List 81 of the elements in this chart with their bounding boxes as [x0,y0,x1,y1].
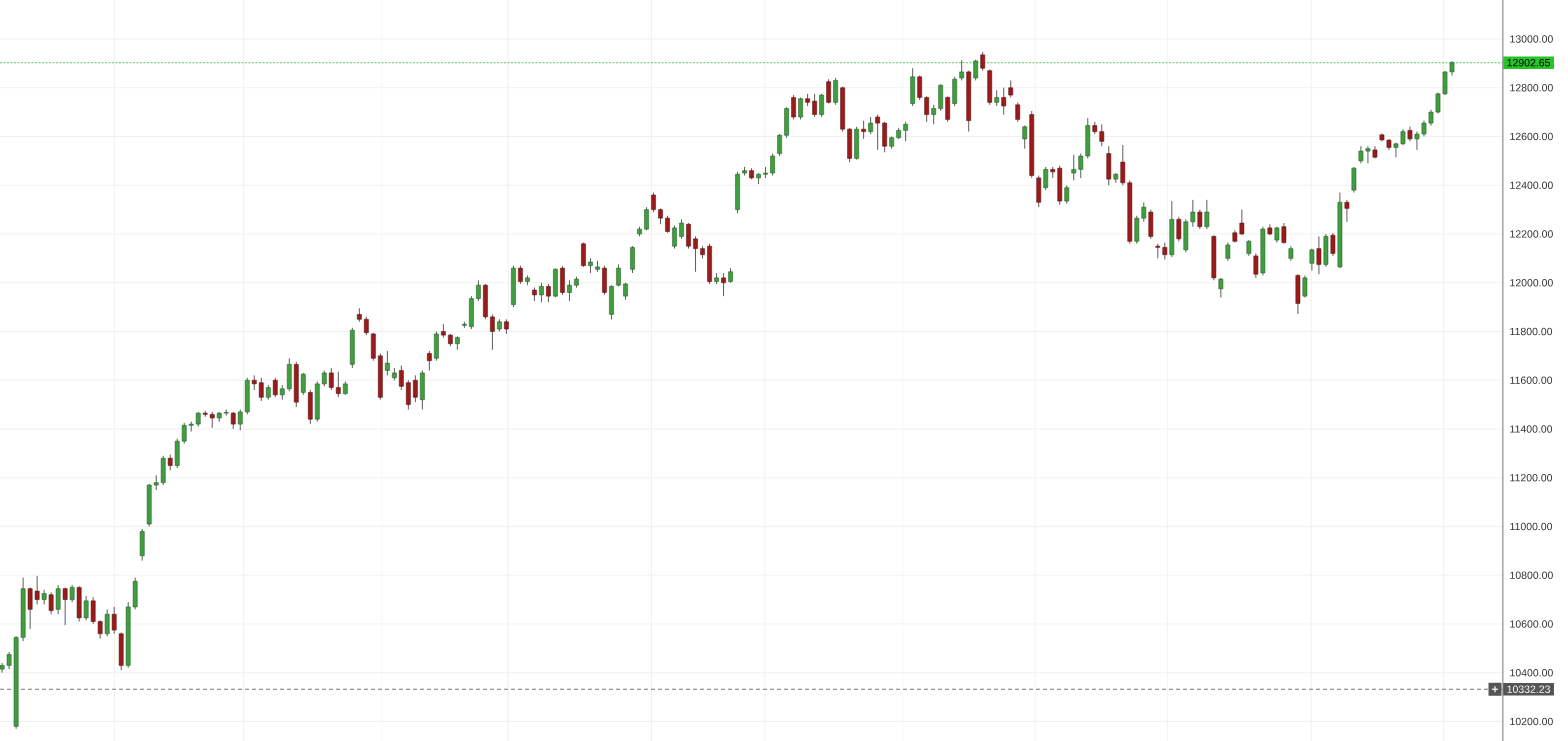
candlestick [651,192,656,213]
candlestick [104,608,110,637]
candlestick [791,94,796,120]
y-tick-label: 13000.00 [1510,35,1553,43]
candlestick [476,279,481,302]
y-tick-label: 10400.00 [1510,669,1553,677]
candlestick [1001,87,1007,115]
candlestick [518,265,523,285]
y-tick-label: 12800.00 [1510,84,1553,92]
candlestick [427,350,432,371]
y-tick-label: 11400.00 [1510,425,1553,433]
candlestick [413,374,418,403]
candlestick [686,222,691,250]
y-tick-label: 11000.00 [1510,522,1553,531]
candlestick [1225,242,1231,262]
candlestick [917,75,923,101]
ref-line-label: 12902.65 [1507,59,1551,67]
candlestick [770,153,775,176]
candlestick [539,282,544,303]
y-tick-label: 10600.00 [1510,620,1553,628]
candlestick [1330,232,1336,257]
candlestick [335,371,341,398]
candlestick [959,59,965,81]
candlestick [1316,235,1322,275]
candlestick [546,283,551,303]
candlestick [679,218,684,240]
candlestick [826,78,831,105]
candlestick [882,121,887,153]
candlestick [363,316,369,336]
y-tick-label: 10200.00 [1510,717,1553,726]
candlestick [1351,166,1357,193]
candlestick [903,121,909,142]
y-tick-label: 11600.00 [1510,376,1553,384]
y-tick-label: 12000.00 [1510,279,1553,287]
candlestick [945,95,951,123]
candlestick [1253,253,1259,279]
candlestick [721,272,726,297]
candlestick [672,225,677,250]
candlestick [861,120,866,140]
candlestick [875,114,880,151]
candlestick [1043,166,1049,191]
candlestick [1015,101,1021,123]
candlestick [581,242,586,268]
candlestick [980,51,986,72]
candlestick [1064,184,1070,204]
candlestick [490,313,495,351]
y-tick-label: 10800.00 [1510,571,1553,579]
candlestick [328,367,334,391]
candlestick [83,595,89,621]
candlestick [1197,209,1203,230]
candlestick [1281,222,1287,245]
candlestick [777,133,782,157]
candlestick [111,606,117,635]
candlestick [693,235,698,273]
candlestick [1344,199,1350,223]
candlestick [406,379,411,410]
candlestick [567,279,572,302]
candlestick [384,350,390,376]
candlestick [833,77,838,106]
ref-line-label: 10332.23 [1507,685,1550,693]
candlestick [48,591,54,615]
candlestick [1176,216,1182,242]
candlestick [62,586,68,626]
candlestick [272,377,278,398]
candlestick [258,377,264,402]
candlestick [399,365,404,391]
candlestick [1204,199,1210,230]
candlestick [798,97,803,120]
candlestick [938,83,944,112]
candlestick [55,584,61,615]
y-tick-label: 12400.00 [1510,181,1553,189]
candlestick [924,95,930,123]
candlestick [237,409,243,431]
y-tick-label: 11200.00 [1510,474,1553,482]
candlestick [41,589,47,605]
y-tick-label: 11800.00 [1510,327,1553,336]
y-tick-label: 12600.00 [1510,132,1553,141]
candlestick [931,104,937,125]
candlestick [812,93,817,118]
candlestick [630,245,635,274]
y-tick-label: 12200.00 [1510,230,1553,238]
